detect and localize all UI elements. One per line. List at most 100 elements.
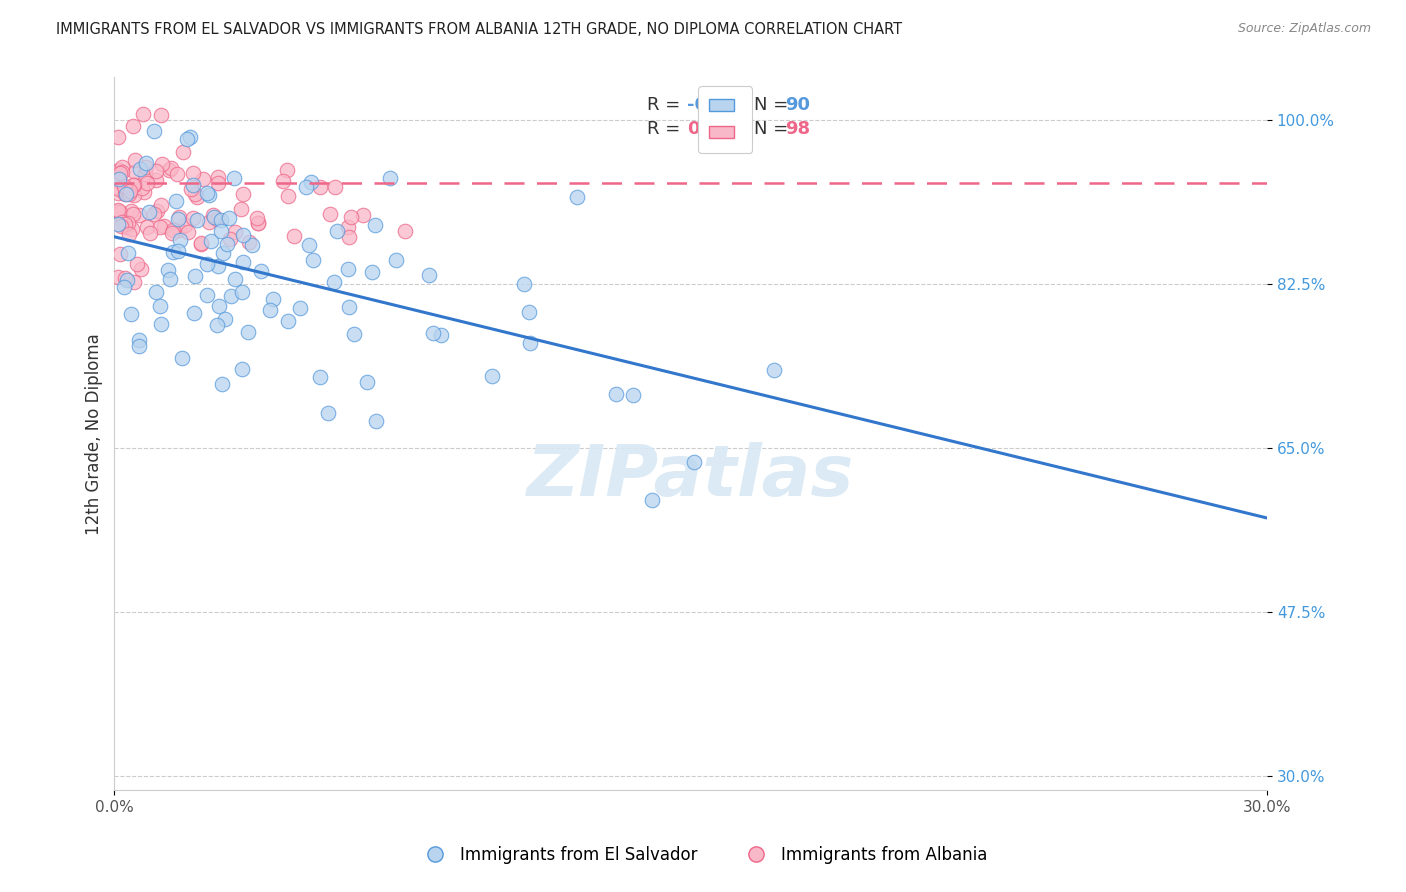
Point — [224, 272, 246, 286]
Point — [180, 182, 202, 196]
Point — [107, 172, 129, 186]
Point — [763, 362, 786, 376]
Point — [186, 190, 208, 204]
Point — [135, 160, 157, 174]
Point — [111, 215, 134, 229]
Point — [422, 326, 444, 341]
Point — [323, 179, 346, 194]
Point — [343, 326, 366, 341]
Point — [277, 314, 299, 328]
Legend: , : , — [699, 87, 752, 153]
Point — [240, 238, 263, 252]
Point — [641, 492, 664, 507]
Point — [200, 234, 222, 248]
Point — [298, 237, 321, 252]
Point — [215, 236, 238, 251]
Point — [319, 207, 342, 221]
Point — [169, 233, 191, 247]
Point — [132, 185, 155, 199]
Point — [143, 123, 166, 137]
Point — [152, 219, 174, 233]
Point — [336, 219, 359, 234]
Point — [117, 273, 139, 287]
Point — [177, 225, 200, 239]
Point — [238, 235, 260, 249]
Point — [517, 304, 540, 318]
Point — [394, 224, 416, 238]
Point — [302, 253, 325, 268]
Point — [150, 157, 173, 171]
Point — [114, 187, 136, 202]
Point — [159, 161, 181, 175]
Point — [207, 169, 229, 184]
Point — [207, 176, 229, 190]
Text: N =: N = — [754, 120, 794, 138]
Point — [214, 312, 236, 326]
Point — [181, 178, 204, 192]
Point — [288, 301, 311, 316]
Point — [294, 180, 316, 194]
Point — [212, 245, 235, 260]
Point — [145, 164, 167, 178]
Point — [198, 187, 221, 202]
Point — [128, 333, 150, 347]
Point — [195, 186, 218, 201]
Point — [340, 211, 363, 225]
Point — [337, 300, 360, 314]
Point — [202, 210, 225, 224]
Point — [145, 173, 167, 187]
Point — [122, 187, 145, 202]
Point — [166, 167, 188, 181]
Point — [513, 277, 536, 291]
Text: R =: R = — [647, 95, 686, 113]
Point — [205, 211, 228, 226]
Point — [232, 186, 254, 201]
Point — [325, 224, 347, 238]
Point — [183, 186, 205, 201]
Y-axis label: 12th Grade, No Diploma: 12th Grade, No Diploma — [86, 333, 103, 534]
Point — [108, 174, 131, 188]
Point — [162, 223, 184, 237]
Point — [114, 219, 136, 234]
Point — [229, 202, 252, 216]
Point — [247, 216, 270, 230]
Point — [128, 339, 150, 353]
Point — [605, 387, 627, 401]
Point — [184, 268, 207, 283]
Point — [236, 325, 259, 339]
Point — [117, 246, 139, 260]
Point — [131, 181, 153, 195]
Point — [112, 280, 135, 294]
Point — [277, 189, 299, 203]
Point — [107, 163, 129, 178]
Point — [283, 228, 305, 243]
Point — [118, 187, 141, 202]
Point — [262, 292, 284, 306]
Text: 0.004: 0.004 — [688, 120, 744, 138]
Point — [108, 182, 131, 196]
Point — [378, 171, 401, 186]
Point — [385, 253, 408, 268]
Point — [149, 108, 172, 122]
Point — [122, 178, 145, 192]
Point — [122, 119, 145, 133]
Point — [209, 224, 232, 238]
Point — [115, 186, 138, 201]
Point — [167, 244, 190, 259]
Point — [219, 232, 242, 246]
Point — [117, 216, 139, 230]
Point — [195, 287, 218, 301]
Point — [108, 204, 131, 219]
Point — [114, 181, 136, 195]
Point — [190, 236, 212, 251]
Point — [207, 259, 229, 273]
Point — [118, 227, 141, 241]
Point — [273, 174, 295, 188]
Point — [157, 163, 180, 178]
Point — [191, 172, 214, 186]
Text: 98: 98 — [785, 120, 810, 138]
Point — [183, 306, 205, 320]
Point — [149, 317, 172, 331]
Text: 90: 90 — [785, 95, 810, 113]
Point — [107, 202, 129, 217]
